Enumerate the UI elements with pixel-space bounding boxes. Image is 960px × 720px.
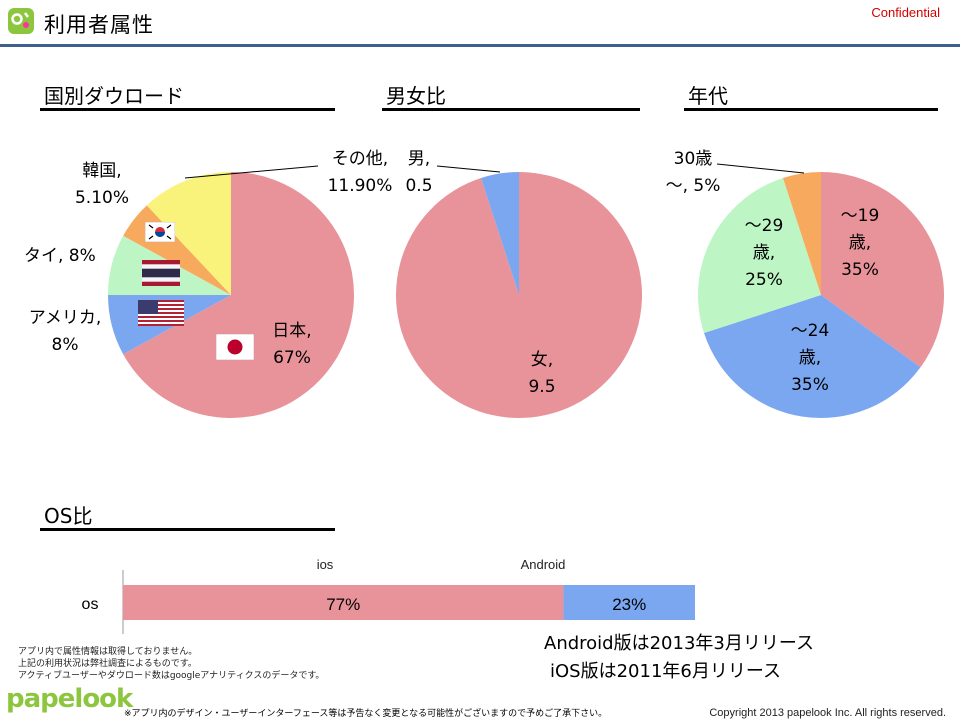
confidential-label: Confidential [871, 5, 940, 20]
slide-header: 利用者属性 Confidential [0, 0, 960, 46]
bar-ios [123, 585, 564, 620]
label-thailand: タイ, 8% [24, 246, 96, 266]
section-title-os: OS比 [44, 504, 93, 528]
japan-flag-icon [216, 334, 254, 360]
section-title-age: 年代 [688, 84, 728, 108]
label-korea: 韓国, 5.10% [74, 161, 129, 208]
label-japan: 日本, 67% [272, 321, 312, 368]
note-line: アクティブユーザーやダウロード数はgoogleアナリティクスのデータです。 [18, 671, 325, 681]
bar-android [563, 585, 695, 620]
pie-slice [123, 172, 354, 418]
pie-chart-gender [395, 172, 643, 418]
bar-ios-value: 77% [326, 595, 360, 614]
release-ios: iOS版は2011年6月リリース [550, 661, 781, 682]
label-age-24: ～24 歳, 35% [790, 321, 830, 395]
thailand-flag-icon [142, 260, 180, 286]
label-usa: アメリカ, 8% [28, 308, 102, 355]
label-age-30plus: 30歳 ～, 5% [665, 149, 721, 196]
section-underline [40, 108, 335, 111]
notes: アプリ内で属性情報は取得しておりません。 上記の利用状況は弊社調査によるものです… [18, 646, 324, 682]
label-age-29: ～29 歳, 25% [744, 216, 784, 290]
leader-line [436, 165, 501, 173]
pie-slice [821, 172, 944, 368]
pie-slice [480, 172, 519, 295]
footnote: ※アプリ内のデザイン・ユーザーインターフェース等は予告なく変更となる可能性がござ… [124, 709, 608, 719]
release-notes: Android版は2013年3月リリース iOS版は2011年6月リリース [544, 630, 814, 686]
label-male: 男, 0.5 [405, 149, 433, 196]
bar-android-value: 23% [612, 595, 646, 614]
pie-slice [146, 172, 231, 295]
legend-ios: ios [317, 557, 334, 572]
pie-slice [704, 295, 921, 419]
label-female: 女, 9.5 [528, 350, 556, 397]
leader-line [184, 165, 319, 179]
copyright: Copyright 2013 papelook Inc. All rights … [709, 707, 946, 719]
section-underline [40, 528, 335, 531]
pie-slice [782, 172, 821, 295]
leader-line [716, 163, 805, 174]
pie-chart-country [108, 172, 354, 418]
section-underline [382, 108, 640, 111]
pie-slice [698, 178, 821, 334]
korea-flag-icon [145, 222, 175, 242]
usa-flag-icon [138, 300, 184, 326]
label-other: その他, 11.90% [327, 149, 393, 196]
page-title: 利用者属性 [44, 13, 154, 37]
label-age-19: ～19 歳, 35% [840, 206, 880, 280]
papelook-icon [8, 8, 34, 34]
section-title-country: 国別ダウロード [44, 84, 184, 108]
note-line: アプリ内で属性情報は取得しておりません。 [18, 647, 198, 657]
section-title-gender: 男女比 [386, 84, 446, 108]
section-underline [684, 108, 938, 111]
os-bar-chart: 77% 23% ios Android os [82, 557, 695, 634]
legend-android: Android [521, 557, 566, 572]
release-android: Android版は2013年3月リリース [544, 633, 814, 654]
os-category-label: os [82, 596, 99, 613]
pie-chart-age [698, 172, 944, 419]
note-line: 上記の利用状況は弊社調査によるものです。 [18, 659, 197, 669]
papelook-logo: papelook [6, 684, 133, 714]
header-divider [0, 44, 960, 47]
